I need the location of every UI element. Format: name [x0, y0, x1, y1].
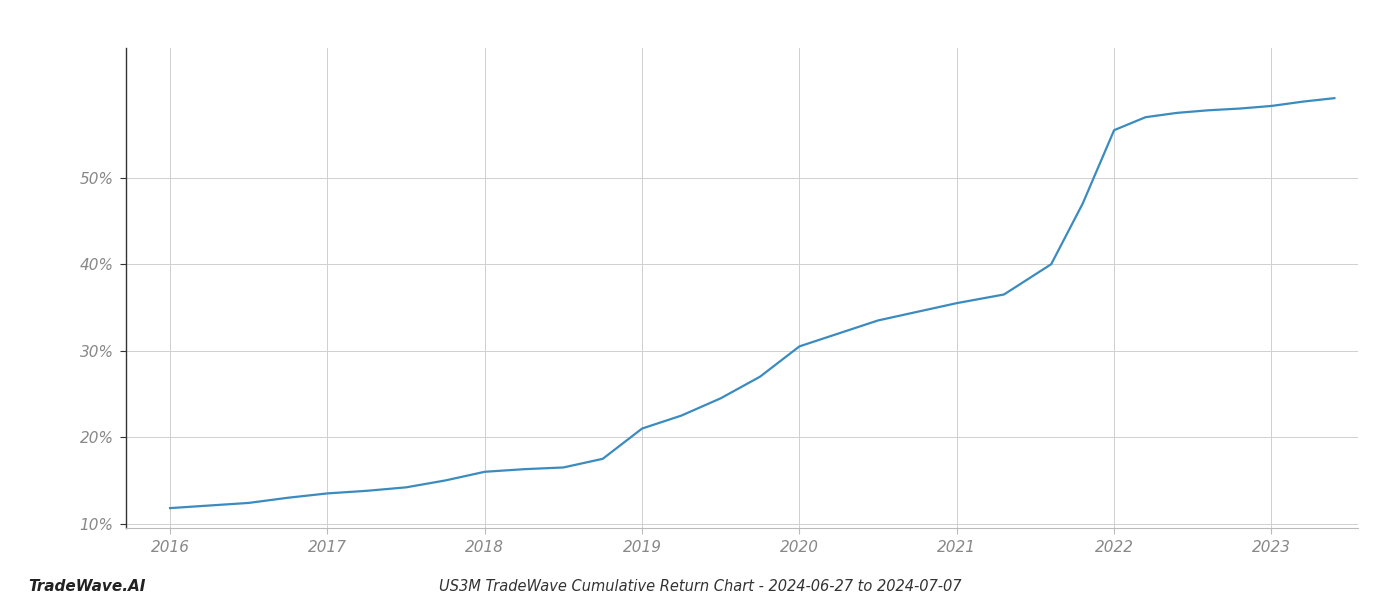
Text: US3M TradeWave Cumulative Return Chart - 2024-06-27 to 2024-07-07: US3M TradeWave Cumulative Return Chart -… [438, 579, 962, 594]
Text: TradeWave.AI: TradeWave.AI [28, 579, 146, 594]
